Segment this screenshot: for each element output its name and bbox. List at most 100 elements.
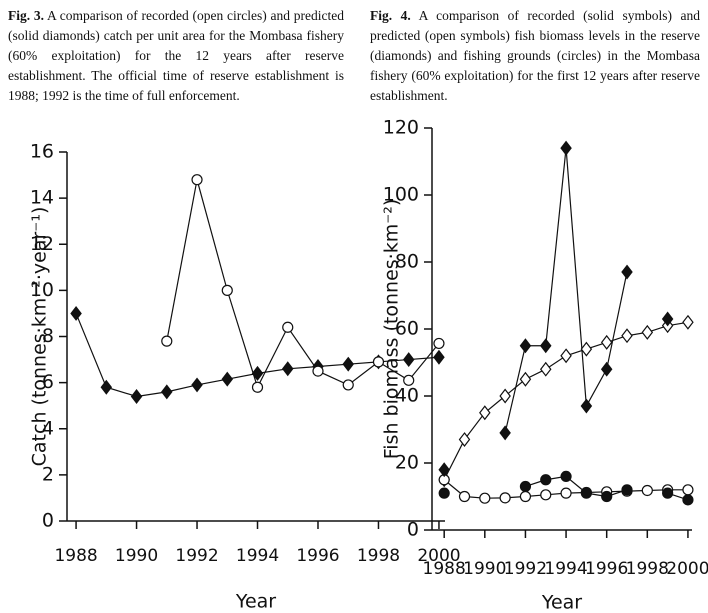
y-tick-label: 120 [383,117,419,139]
diamond-marker [682,314,694,330]
circle-marker [682,494,694,506]
y-tick-label: 14 [30,187,54,209]
diamond-marker [191,377,203,393]
caption: Fig. 4. A comparison of recorded (solid … [370,6,700,106]
y-tick-label: 100 [383,184,419,206]
circle-marker [458,490,471,503]
diamond-marker [281,361,294,377]
caption: Fig. 3. A comparison of recorded (open c… [8,6,344,106]
caption-text: A comparison of recorded (solid symbols)… [370,8,701,103]
circle-marker [161,335,173,347]
y-tick-label: 2 [42,463,54,485]
circle-marker [662,487,674,499]
diamond-marker [539,361,552,377]
y-axis-label: Fish biomass (tonnes·km⁻²) [381,199,403,460]
x-tick-label: 1992 [175,546,218,566]
diamond-marker [251,365,264,381]
x-tick-label: 2000 [666,559,708,579]
circle-marker [560,487,572,499]
diamond-marker [621,328,633,344]
series-line [443,321,689,481]
caption-label: Fig. 4. [370,8,411,23]
x-tick-label: 1990 [463,559,506,579]
circle-marker [540,474,552,486]
y-tick-label: 8 [42,325,54,347]
circle-marker [342,379,354,391]
y-tick-label: 4 [42,417,54,439]
x-axis-label: Year [235,591,276,613]
x-tick-label: 1992 [504,559,547,579]
diamond-marker [539,338,552,354]
x-axis-label: Year [541,592,582,613]
x-tick-label: 1990 [115,546,158,566]
x-tick-label: 1988 [423,559,466,579]
y-tick-label: 80 [395,251,419,273]
circle-marker [479,492,491,504]
diamond-marker [560,140,572,156]
diamond-marker [161,384,173,400]
circle-marker [221,284,233,296]
diamond-marker [342,356,354,372]
diamond-marker [433,349,445,365]
series-line [504,148,628,433]
x-tick-label: 1996 [296,546,339,566]
circle-marker [433,337,445,350]
circle-marker [621,484,633,496]
circle-marker [519,490,532,503]
diamond-marker [661,311,674,327]
circle-marker [312,365,324,377]
diamond-marker [641,324,654,340]
circle-marker [601,490,613,503]
y-tick-label: 0 [407,519,419,541]
y-tick-label: 0 [42,510,54,532]
diamond-marker [438,462,450,478]
circle-marker [641,484,653,497]
x-tick-label: 1994 [236,546,279,566]
diamond-marker [499,388,511,404]
circle-marker [560,470,572,482]
circle-marker [282,321,294,333]
diamond-marker [70,305,82,321]
diamond-marker [621,264,633,280]
diamond-marker [100,379,113,395]
diamond-marker [221,371,234,387]
x-tick-label: 1996 [585,559,628,579]
diamond-marker [600,361,613,377]
diamond-marker [402,352,415,368]
circle-marker [191,174,203,186]
diamond-marker [519,338,532,354]
x-tick-label: 1994 [544,559,587,579]
diamond-marker [458,432,471,448]
diamond-marker [499,425,511,441]
diamond-marker [479,405,491,421]
y-tick-label: 16 [30,141,54,163]
y-tick-label: 60 [395,318,419,340]
diamond-marker [600,334,613,350]
diamond-marker [130,388,143,404]
series-line [166,179,440,389]
circle-marker [251,381,264,393]
circle-marker [682,484,694,496]
circle-marker [438,487,450,499]
y-tick-label: 12 [30,233,54,255]
y-tick-label: 20 [395,452,419,474]
x-tick-label: 1998 [626,559,669,579]
circle-marker [499,492,511,504]
caption-label: Fig. 3. [8,8,45,23]
caption-text: A comparison of recorded (open circles) … [8,8,344,103]
diamond-marker [580,341,593,357]
x-tick-label: 1998 [357,546,400,566]
y-axis-label: Catch (tonnes·km⁻²·year⁻¹) [29,207,51,467]
circle-marker [403,374,415,386]
x-tick-label: 2000 [417,546,460,566]
x-tick-label: 1988 [54,546,97,566]
circle-marker [540,489,552,501]
y-tick-label: 40 [395,385,419,407]
circle-marker [519,480,532,493]
circle-marker [580,487,592,499]
diamond-marker [519,371,532,387]
circle-marker [372,356,385,368]
y-tick-label: 10 [30,279,54,301]
